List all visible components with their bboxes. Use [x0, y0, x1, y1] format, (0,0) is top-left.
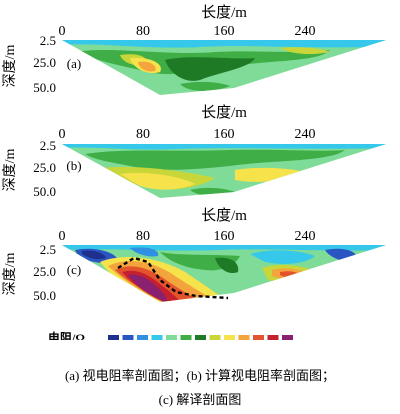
legend-swatch [209, 335, 221, 340]
legend-swatch [282, 335, 293, 340]
panel-a: 长度/m 0 80 160 240 2.5 25.0 50.0 深度/m (a) [2, 4, 386, 95]
panel-c-x-tick-160: 160 [214, 229, 235, 244]
legend-swatches [108, 335, 293, 340]
panel-c-resistivity-section [62, 245, 386, 302]
panel-a-x-tick-160: 160 [214, 24, 235, 39]
legend-swatch [108, 335, 119, 340]
panel-b-y-tick-2.5: 2.5 [40, 138, 56, 153]
panel-a-ylabel: 深度/m [2, 45, 18, 88]
panel-c-x-tick-240: 240 [295, 229, 316, 244]
figure-canvas: 长度/m 0 80 160 240 2.5 25.0 50.0 深度/m (a)… [2, 4, 386, 340]
panel-b-tag-box [64, 158, 84, 173]
legend-swatch [122, 335, 134, 340]
legend-swatch [253, 335, 264, 340]
panel-a-x-tick-0: 0 [59, 24, 66, 39]
panel-b: 长度/m 0 80 160 240 2.5 25.0 50.0 深度/m (b) [2, 104, 386, 199]
legend-swatch [180, 335, 192, 340]
legend-title: 电阻/Ω [48, 330, 85, 340]
panel-a-x-tick-240: 240 [295, 24, 316, 39]
caption-line-2: (c) 解译剖面图 [158, 392, 242, 407]
panel-c: 长度/m 0 80 160 240 2.5 25.0 50.0 深度/m [2, 207, 386, 303]
panel-c-y-tick-25: 25.0 [33, 264, 56, 279]
panel-c-x-tick-80: 80 [136, 229, 150, 244]
panel-b-resistivity-section [62, 144, 386, 198]
legend-swatch [267, 335, 279, 340]
panel-c-xlabel: 长度/m [201, 207, 247, 224]
panel-a-xlabel: 长度/m [201, 4, 247, 21]
panel-a-y-tick-25: 25.0 [33, 55, 56, 70]
panel-b-x-tick-0: 0 [59, 127, 66, 142]
panel-c-tag-box [64, 262, 84, 277]
legend-swatch [151, 335, 163, 340]
panel-b-ylabel: 深度/m [2, 149, 18, 192]
panel-a-y-tick-2.5: 2.5 [40, 33, 56, 48]
panel-a-y-tick-50: 50.0 [33, 80, 56, 95]
legend-swatch [238, 335, 250, 340]
color-legend: 电阻/Ω 4.656.899.7913.9019.8028.1039.9056.… [48, 330, 293, 340]
panel-c-x-tick-0: 0 [59, 229, 66, 244]
panel-b-y-tick-50: 50.0 [33, 184, 56, 199]
panel-a-tag: (a) [67, 56, 81, 71]
panel-b-y-tick-25: 25.0 [33, 160, 56, 175]
legend-swatch [137, 335, 148, 340]
caption-line-1: (a) 视电阻率剖面图；(b) 计算视电阻率剖面图； [64, 368, 336, 383]
panel-b-x-tick-240: 240 [295, 127, 316, 142]
panel-b-x-tick-160: 160 [214, 127, 235, 142]
legend-swatch [195, 335, 206, 340]
panel-c-y-tick-2.5: 2.5 [40, 242, 56, 257]
legend-swatch [166, 335, 177, 340]
panel-b-x-tick-80: 80 [136, 127, 150, 142]
panel-c-y-tick-50: 50.0 [33, 288, 56, 303]
panel-c-ylabel: 深度/m [2, 253, 18, 296]
panel-c-tag: (c) [67, 262, 81, 277]
panel-b-xlabel: 长度/m [201, 104, 247, 121]
panel-a-resistivity-section [62, 40, 386, 95]
panel-a-x-tick-80: 80 [136, 24, 150, 39]
panel-b-tag: (b) [66, 158, 81, 173]
legend-swatch [224, 335, 235, 340]
panel-a-tag-box [64, 56, 84, 71]
